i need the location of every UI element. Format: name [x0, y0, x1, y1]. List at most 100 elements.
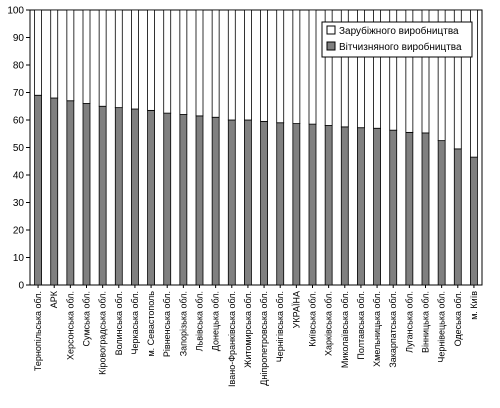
bar-domestic [50, 97, 59, 286]
bar-domestic [244, 119, 252, 286]
bar-domestic [357, 127, 365, 286]
x-category-label: АРК [49, 290, 59, 308]
bar-foreign [470, 9, 478, 158]
bar-domestic [211, 116, 220, 286]
bar-foreign [421, 9, 430, 134]
bar-domestic [98, 105, 107, 286]
bar-foreign [34, 9, 42, 96]
bar-domestic [114, 107, 123, 286]
bar-domestic [421, 132, 430, 286]
y-tick-label: 40 [13, 171, 25, 182]
x-category-label: Черкаська обл. [130, 291, 140, 355]
bar-domestic [179, 114, 188, 286]
bar-foreign [308, 9, 317, 125]
x-category-label: Одеська обл. [453, 291, 463, 346]
bar-domestic [453, 148, 462, 286]
y-tick-label: 60 [13, 116, 25, 127]
x-category-label: Запорізька обл. [178, 291, 188, 356]
x-category-label: Рівненська обл. [162, 291, 172, 357]
x-category-label: м. Київ [469, 291, 479, 320]
bar-domestic [163, 112, 172, 286]
bar-domestic [308, 123, 317, 286]
bar-domestic [34, 94, 42, 286]
x-category-label: Донецька обл. [211, 291, 221, 351]
bar-foreign [179, 9, 188, 115]
bar-foreign [244, 9, 252, 121]
x-category-label: Луганська обл. [404, 291, 414, 353]
bar-foreign [453, 9, 462, 150]
x-category-label: УКРАЇНА [291, 291, 301, 328]
bar-foreign [114, 9, 123, 109]
y-tick-label: 80 [13, 61, 25, 72]
x-category-label: Хмельницька обл. [372, 291, 382, 367]
bar-domestic [82, 103, 91, 286]
y-tick-label: 50 [13, 143, 25, 154]
bar-domestic [340, 126, 349, 286]
x-category-label: Полтавська обл. [356, 291, 366, 360]
legend-box [321, 21, 473, 58]
bar-domestic [470, 156, 478, 286]
bar-foreign [147, 9, 155, 111]
y-tick-label: 30 [13, 198, 25, 209]
y-tick-label: 90 [13, 33, 25, 44]
x-axis: Тернопільська обл. АРК Херсонська обл. Сумс… [33, 285, 479, 387]
bar-foreign [357, 9, 365, 129]
bar-foreign [98, 9, 107, 107]
bar-foreign [373, 9, 381, 129]
x-category-label: Харківська обл. [324, 291, 334, 356]
bar-foreign [82, 9, 91, 104]
x-category-label: Чернігівська обл. [275, 291, 285, 362]
bar-domestic [260, 120, 268, 286]
bar-foreign [227, 9, 236, 121]
bar-foreign [50, 9, 59, 99]
x-category-label: Сумська обл. [82, 291, 92, 346]
bar-domestic [389, 129, 398, 286]
bar-domestic [373, 127, 381, 286]
bar-domestic [131, 108, 139, 286]
legend: Зарубіжного виробництва Вітчизняного вир… [321, 21, 473, 58]
bar-foreign [324, 9, 333, 126]
x-category-label: Миколаївська обл. [340, 291, 350, 368]
bar-foreign [211, 9, 220, 118]
x-category-label: Чернівецька обл. [437, 291, 447, 363]
bar-foreign [340, 9, 349, 128]
x-category-label: Херсонська обл. [65, 291, 75, 360]
x-category-label: Закарпатська обл. [388, 291, 398, 368]
legend-label-foreign: Зарубіжного виробництва [339, 25, 459, 37]
bar-foreign [276, 9, 285, 124]
bar-domestic [324, 125, 333, 286]
bar-foreign [131, 9, 139, 110]
x-category-label: Київська обл. [308, 291, 318, 347]
legend-label-domestic: Вітчизняного виробництва [339, 41, 462, 53]
y-tick-label: 100 [7, 6, 24, 17]
x-category-label: Волинська обл. [114, 291, 124, 355]
x-category-label: Житомирська обл. [243, 291, 253, 368]
bar-foreign [66, 9, 75, 102]
bar-foreign [163, 9, 172, 114]
bars [34, 9, 478, 286]
bar-foreign [260, 9, 268, 122]
legend-swatch-foreign [326, 25, 336, 35]
legend-swatch-domestic [326, 41, 336, 51]
y-tick-label: 10 [13, 253, 25, 264]
y-tick-label: 20 [13, 226, 25, 237]
bar-foreign [195, 9, 204, 117]
bar-domestic [292, 123, 301, 286]
x-category-label: Кіровоградська обл. [98, 291, 108, 375]
bar-domestic [66, 100, 75, 286]
x-category-label: Львівська обл. [195, 291, 205, 351]
x-category-label: Дніпропетровська обл. [259, 291, 269, 386]
bar-domestic [437, 140, 446, 286]
y-axis: 0 10 20 30 40 50 60 70 80 90 100 [7, 6, 30, 292]
bar-domestic [405, 131, 414, 286]
bar-domestic [195, 115, 204, 286]
x-category-label: м. Севастополь [146, 291, 156, 357]
y-tick-label: 0 [18, 281, 24, 292]
bar-domestic [276, 122, 285, 286]
bar-foreign [437, 9, 446, 142]
bar-domestic [147, 109, 155, 286]
x-category-label: Вінницька обл. [421, 291, 431, 353]
bar-foreign [405, 9, 414, 133]
bar-domestic [227, 119, 236, 286]
bar-foreign [389, 9, 398, 131]
